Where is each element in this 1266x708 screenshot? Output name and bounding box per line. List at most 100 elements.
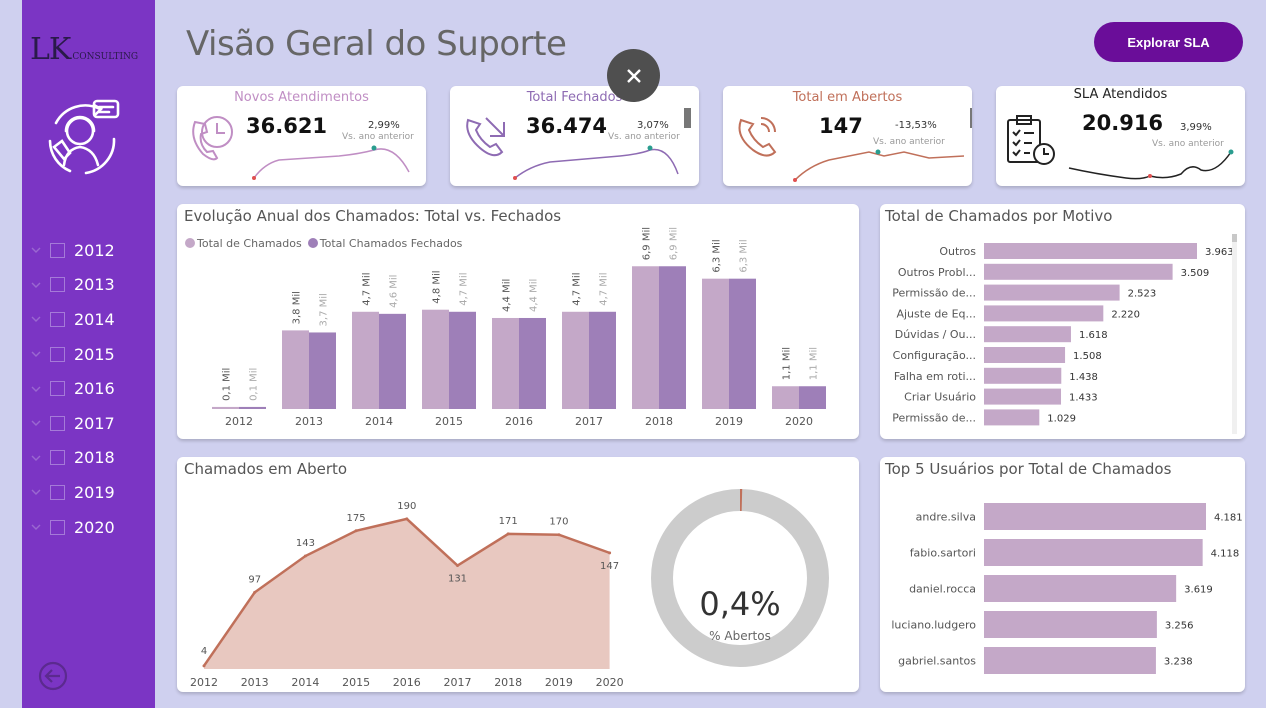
kpi-card-fechados[interactable]: Total Fechados 36.474 3,07% Vs. ano ante…	[450, 86, 699, 186]
panel-title: Top 5 Usuários por Total de Chamados	[885, 460, 1172, 478]
bar-data-label: 3,7 Mil	[319, 293, 330, 326]
bar-luciano.ludgero[interactable]	[984, 611, 1157, 638]
year-label: 2014	[74, 309, 115, 329]
category-label: gabriel.santos	[898, 655, 976, 668]
x-tick-label: 2012	[225, 415, 253, 428]
year-checkbox[interactable]	[50, 484, 65, 500]
chevron-down-icon[interactable]	[30, 417, 42, 429]
bar-total-2020[interactable]	[772, 386, 799, 409]
bar-value-label: 3.509	[1181, 268, 1210, 279]
bar-Criar Usuário[interactable]	[984, 388, 1062, 405]
bar-gabriel.santos[interactable]	[984, 647, 1156, 674]
kpi-card-sla[interactable]: SLA Atendidos 20.916 3,99% Vs. ano anter…	[996, 86, 1245, 186]
bar-closed-2018[interactable]	[659, 266, 686, 409]
kpi-pct: 2,99%	[368, 120, 400, 131]
bar-daniel.rocca[interactable]	[984, 575, 1177, 602]
year-filter-2015[interactable]: 2015	[30, 337, 115, 372]
x-tick-label: 2013	[295, 415, 323, 428]
phone-hangup-icon	[464, 114, 508, 162]
chevron-down-icon[interactable]	[30, 313, 42, 325]
area-point[interactable]	[506, 532, 510, 536]
year-filter-2018[interactable]: 2018	[30, 441, 115, 476]
point-data-label: 147	[600, 561, 619, 572]
year-checkbox[interactable]	[50, 415, 65, 431]
bar-closed-2020[interactable]	[799, 386, 826, 409]
chevron-down-icon[interactable]	[30, 521, 42, 533]
bar-closed-2015[interactable]	[449, 311, 476, 409]
year-filter-2016[interactable]: 2016	[30, 371, 115, 406]
legend-item-closed[interactable]: Total Chamados Fechados	[307, 237, 463, 250]
year-checkbox[interactable]	[50, 242, 65, 258]
bar-total-2016[interactable]	[492, 317, 519, 409]
year-checkbox[interactable]	[50, 346, 65, 362]
close-icon	[626, 68, 641, 83]
kpi-card-novos[interactable]: Novos Atendimentos 36.621 2,99% Vs. ano …	[177, 86, 426, 186]
year-filter-2012[interactable]: 2012	[30, 233, 115, 268]
kpi-card-abertos[interactable]: Total em Abertos 147 -13,53% Vs. ano ant…	[723, 86, 972, 186]
x-tick-label: 2016	[393, 676, 421, 689]
area-point[interactable]	[202, 664, 206, 668]
chevron-down-icon[interactable]	[30, 279, 42, 291]
point-data-label: 175	[347, 513, 366, 524]
bar-Dúvidas / Ou...[interactable]	[984, 326, 1071, 343]
legend-label: Total Chamados Fechados	[319, 237, 463, 250]
area-point[interactable]	[557, 533, 561, 537]
chevron-down-icon[interactable]	[30, 486, 42, 498]
bar-data-label: 0,1 Mil	[222, 368, 233, 401]
x-tick-label: 2019	[715, 415, 743, 428]
year-filter-2020[interactable]: 2020	[30, 510, 115, 545]
bar-total-2014[interactable]	[352, 311, 379, 409]
kpi-pct: 3,99%	[1180, 122, 1212, 133]
bar-andre.silva[interactable]	[984, 503, 1206, 530]
year-filter-2013[interactable]: 2013	[30, 268, 115, 303]
kpi-sub: Vs. ano anterior	[873, 137, 945, 147]
area-point[interactable]	[253, 590, 257, 594]
explore-sla-button[interactable]: Explorar SLA	[1094, 22, 1243, 62]
bar-total-2012[interactable]	[212, 406, 239, 409]
bar-closed-2016[interactable]	[519, 317, 546, 409]
year-filter-2014[interactable]: 2014	[30, 302, 115, 337]
bar-Outros[interactable]	[984, 243, 1197, 259]
chevron-down-icon[interactable]	[30, 452, 42, 464]
bar-Ajuste de Eq...[interactable]	[984, 305, 1104, 322]
bar-total-2019[interactable]	[702, 278, 729, 409]
chevron-down-icon[interactable]	[30, 348, 42, 360]
year-filter-2017[interactable]: 2017	[30, 406, 115, 441]
area-point[interactable]	[405, 517, 409, 521]
year-checkbox[interactable]	[50, 277, 65, 293]
bar-total-2013[interactable]	[282, 330, 309, 409]
year-checkbox[interactable]	[50, 381, 65, 397]
chevron-down-icon[interactable]	[30, 244, 42, 256]
area-point[interactable]	[303, 554, 307, 558]
area-point[interactable]	[354, 529, 358, 533]
donut-segment-open[interactable]	[651, 489, 829, 667]
scrollbar[interactable]	[1232, 234, 1237, 434]
area-point[interactable]	[456, 564, 459, 568]
scrollbar[interactable]	[970, 108, 972, 128]
bar-Permissão de...[interactable]	[984, 284, 1120, 301]
chevron-down-icon[interactable]	[30, 383, 42, 395]
bar-fabio.sartori[interactable]	[984, 539, 1203, 566]
bar-total-2018[interactable]	[632, 266, 659, 409]
bar-total-2015[interactable]	[422, 309, 449, 409]
year-checkbox[interactable]	[50, 311, 65, 327]
close-button[interactable]	[607, 49, 660, 102]
bar-Outros Probl...[interactable]	[984, 263, 1173, 280]
kpi-sub: Vs. ano anterior	[342, 132, 414, 142]
bar-Falha em roti...[interactable]	[984, 367, 1062, 384]
bar-closed-2019[interactable]	[729, 278, 756, 409]
bar-Configuração...[interactable]	[984, 347, 1066, 363]
bar-closed-2017[interactable]	[589, 311, 616, 409]
bar-total-2017[interactable]	[562, 311, 589, 409]
year-checkbox[interactable]	[50, 450, 65, 466]
area-point[interactable]	[608, 551, 612, 555]
bar-closed-2014[interactable]	[379, 313, 406, 409]
bar-Permissão de...[interactable]	[984, 409, 1040, 426]
year-checkbox[interactable]	[50, 519, 65, 535]
legend-item-total[interactable]: Total de Chamados	[185, 237, 302, 250]
back-arrow-icon[interactable]	[37, 660, 69, 696]
bar-closed-2012[interactable]	[239, 406, 266, 409]
scrollbar[interactable]	[684, 108, 691, 128]
bar-closed-2013[interactable]	[309, 332, 336, 409]
year-filter-2019[interactable]: 2019	[30, 475, 115, 510]
